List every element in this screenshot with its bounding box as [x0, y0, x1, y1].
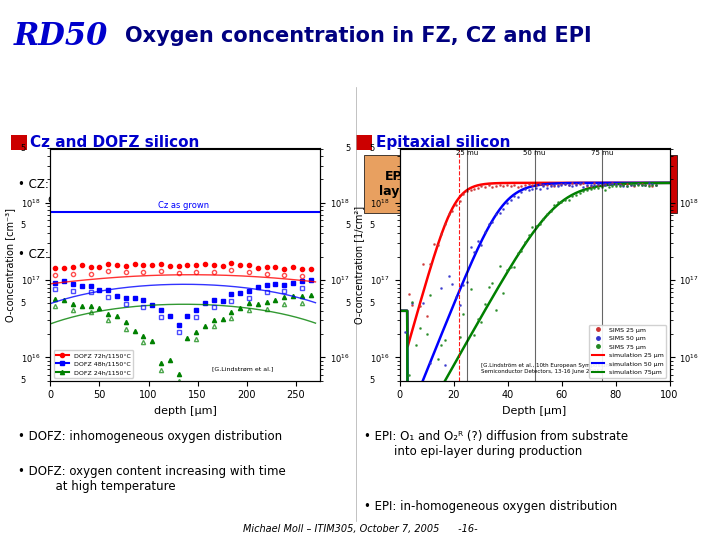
Text: 5: 5 [369, 221, 374, 231]
Text: • DOFZ: inhomogeneous oxygen distribution: • DOFZ: inhomogeneous oxygen distributio… [18, 430, 282, 443]
Legend: DOFZ 72h/1150°C, DOFZ 48h/1150°C, DOFZ 24h/1150°C: DOFZ 72h/1150°C, DOFZ 48h/1150°C, DOFZ 2… [53, 350, 133, 377]
Text: 5: 5 [369, 299, 374, 308]
Text: CZ substrate: CZ substrate [498, 177, 608, 191]
Text: Cz and DOFZ silicon: Cz and DOFZ silicon [30, 135, 199, 150]
Text: [G.Lindstrøm et al.]: [G.Lindstrøm et al.] [212, 367, 274, 372]
Bar [364, 154, 428, 213]
Bar [356, 135, 372, 150]
Text: Oxygen concentration in FZ, CZ and EPI: Oxygen concentration in FZ, CZ and EPI [125, 26, 591, 46]
Text: 5: 5 [369, 376, 374, 385]
Text: 5: 5 [369, 144, 374, 153]
Y-axis label: O-concentration [1/cm²]: O-concentration [1/cm²] [354, 206, 364, 323]
Text: Cz as grown: Cz as grown [158, 201, 210, 210]
Text: • EPI: in-homogeneous oxygen distribution: • EPI: in-homogeneous oxygen distributio… [364, 500, 617, 514]
Text: Epitaxial silicon: Epitaxial silicon [376, 135, 510, 150]
Text: 25 mu: 25 mu [456, 150, 478, 156]
Text: 5: 5 [20, 221, 25, 231]
X-axis label: Depth [μm]: Depth [μm] [503, 406, 567, 416]
Bar [428, 154, 677, 213]
Text: 5: 5 [346, 144, 351, 153]
Text: 75 mu: 75 mu [591, 150, 613, 156]
Text: • CZ:  high O₁ (oxygen) and O₂ᴿ (oxygen dimer)
        concentration (homogeneou: • CZ: high O₁ (oxygen) and O₂ᴿ (oxygen d… [18, 178, 300, 206]
Text: 50 mu: 50 mu [523, 150, 546, 156]
Text: [G.Lindström et al., 10th European Symposium on
Semiconductor Detectors, 13-16 J: [G.Lindström et al., 10th European Sympo… [481, 363, 619, 374]
Text: CERN: CERN [655, 14, 685, 24]
Y-axis label: O-concentration [cm⁻³]: O-concentration [cm⁻³] [5, 207, 15, 322]
X-axis label: depth [μm]: depth [μm] [154, 406, 217, 416]
Text: 5: 5 [346, 299, 351, 308]
Legend: SIMS 25 μm, SIMS 50 μm, SIMS 75 μm, simulation 25 μm, simulation 50 μm, simulati: SIMS 25 μm, SIMS 50 μm, SIMS 75 μm, simu… [589, 325, 667, 377]
Text: 5: 5 [20, 144, 25, 153]
Text: RD50: RD50 [14, 21, 108, 52]
Text: 5: 5 [346, 221, 351, 231]
Text: 5: 5 [20, 299, 25, 308]
Text: EPI
layer: EPI layer [379, 170, 413, 198]
Text: • CZ: formation of Thermal Donors possible !: • CZ: formation of Thermal Donors possib… [18, 248, 284, 261]
Text: • DOFZ: oxygen content increasing with time
          at high temperature: • DOFZ: oxygen content increasing with t… [18, 465, 286, 493]
Bar [11, 135, 27, 150]
Text: 5: 5 [20, 376, 25, 385]
Text: • EPI: O₁ and O₂ᴿ (?) diffusion from substrate
        into epi-layer during pro: • EPI: O₁ and O₂ᴿ (?) diffusion from sub… [364, 430, 628, 458]
Text: Michael Moll – ITIM305, October 7, 2005      -16-: Michael Moll – ITIM305, October 7, 2005 … [243, 524, 477, 535]
